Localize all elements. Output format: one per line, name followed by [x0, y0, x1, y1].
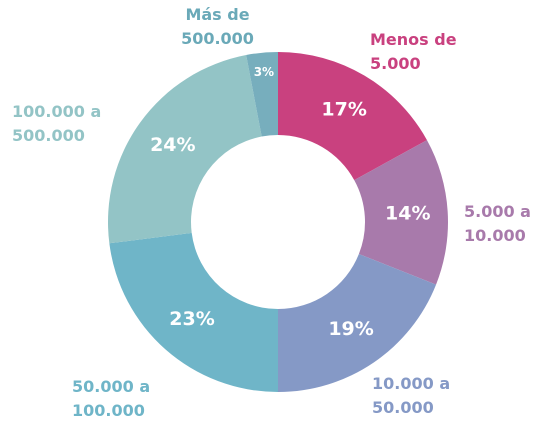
value-label: 19% [328, 318, 373, 340]
slice [278, 52, 427, 181]
category-label: 50.000 a 100.000 [72, 377, 151, 420]
value-label: 3% [254, 65, 274, 79]
slice [354, 140, 449, 285]
slice [278, 254, 437, 392]
value-label: 24% [150, 134, 195, 156]
value-label: 14% [385, 202, 430, 224]
value-label: 17% [321, 99, 366, 121]
slice [107, 55, 262, 244]
slice [109, 232, 278, 392]
slice [246, 52, 278, 137]
value-label: 23% [169, 308, 214, 330]
category-label: 5.000 a 10.000 [464, 202, 531, 245]
category-label: Menos de 5.000 [370, 30, 457, 73]
category-label: 100.000 a 500.000 [12, 102, 102, 145]
category-label: 10.000 a 50.000 [372, 374, 451, 417]
category-label: Más de 500.000 [181, 5, 254, 48]
